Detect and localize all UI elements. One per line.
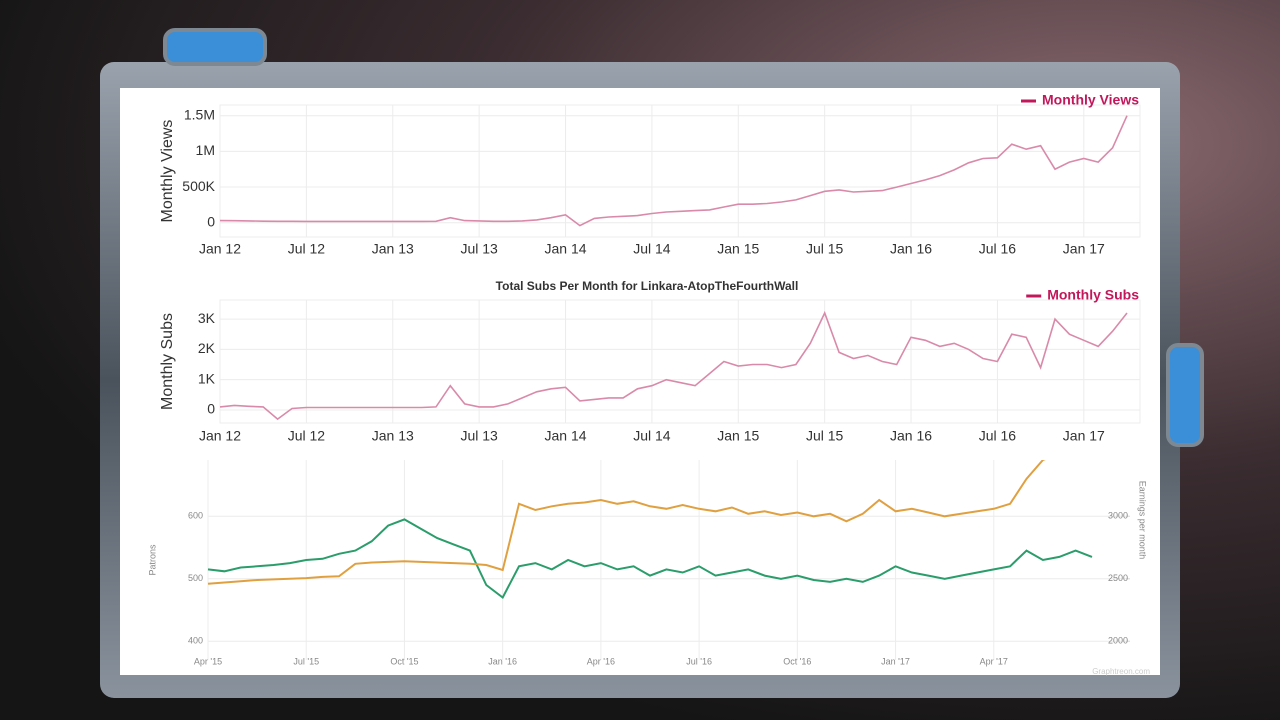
- x-tick-label: Jan '17: [881, 656, 910, 666]
- x-tick-label: Jan 15: [717, 241, 759, 257]
- x-tick-label: Jul '15: [293, 656, 319, 666]
- x-tick-label: Jul 13: [460, 428, 498, 444]
- x-tick-label: Jan 17: [1063, 428, 1105, 444]
- x-tick-label: Jan 17: [1063, 241, 1105, 257]
- x-tick-label: Jul 14: [633, 241, 671, 257]
- x-tick-label: Jul 15: [806, 428, 844, 444]
- x-tick-label: Jul 16: [979, 241, 1017, 257]
- y-tick-label: 1M: [196, 142, 215, 158]
- x-tick-label: Jan 13: [372, 241, 414, 257]
- y2-tick-label: 2000: [1108, 636, 1128, 646]
- series-line: [219, 115, 1128, 227]
- y-tick-label: 0: [207, 213, 215, 229]
- x-tick-label: Jan 14: [545, 428, 587, 444]
- x-tick-label: Jul 14: [633, 428, 671, 444]
- series-line: [207, 460, 1046, 585]
- x-tick-label: Jul 15: [806, 241, 844, 257]
- plot-area: [219, 299, 1141, 424]
- plot-area: [219, 104, 1141, 238]
- y-axis-label: Monthly Subs: [159, 313, 176, 410]
- y-axis-label: Patrons: [147, 544, 157, 576]
- x-tick-label: Jan 12: [199, 428, 241, 444]
- chart-title: Total Subs Per Month for Linkara-AtopThe…: [496, 279, 799, 293]
- x-tick-label: Apr '16: [587, 656, 615, 666]
- y-tick-label: 3K: [198, 310, 216, 326]
- x-tick-label: Oct '16: [783, 656, 811, 666]
- x-tick-label: Jul 13: [460, 241, 498, 257]
- x-tick-label: Jul 12: [288, 428, 326, 444]
- x-tick-label: Jan '16: [488, 656, 517, 666]
- x-tick-label: Jan 16: [890, 241, 932, 257]
- x-tick-label: Jan 15: [717, 428, 759, 444]
- x-tick-label: Jan 13: [372, 428, 414, 444]
- x-tick-label: Jul 12: [288, 241, 326, 257]
- frame-light: [163, 28, 267, 66]
- frame-light: [1166, 343, 1204, 447]
- source: Graphtreon.com: [1092, 667, 1150, 676]
- x-tick-label: Jul '16: [686, 656, 712, 666]
- legend-label: Monthly Subs: [1047, 287, 1139, 303]
- x-tick-label: Oct '15: [390, 656, 418, 666]
- y-axis-label: Monthly Views: [159, 120, 176, 223]
- legend-label: Monthly Views: [1042, 92, 1139, 108]
- y-tick-label: 0: [207, 401, 215, 417]
- series-line: [207, 518, 1093, 600]
- y2-axis-label: Earnings per month: [1138, 481, 1148, 560]
- x-tick-label: Apr '15: [194, 656, 222, 666]
- x-tick-label: Jan 16: [890, 428, 932, 444]
- x-tick-label: Jan 14: [545, 241, 587, 257]
- y-tick-label: 1.5M: [184, 106, 215, 122]
- y-tick-label: 600: [188, 511, 203, 521]
- x-tick-label: Jan 12: [199, 241, 241, 257]
- y-tick-label: 500: [188, 573, 203, 583]
- x-tick-label: Jul 16: [979, 428, 1017, 444]
- y2-tick-label: 2500: [1108, 573, 1128, 583]
- y-tick-label: 400: [188, 636, 203, 646]
- y-tick-label: 500K: [182, 178, 215, 194]
- y2-tick-label: 3000: [1108, 511, 1128, 521]
- series-line: [219, 310, 1128, 421]
- plot-area: [198, 460, 1130, 660]
- x-tick-label: Apr '17: [980, 656, 1008, 666]
- y-tick-label: 2K: [198, 340, 216, 356]
- y-tick-label: 1K: [198, 370, 216, 386]
